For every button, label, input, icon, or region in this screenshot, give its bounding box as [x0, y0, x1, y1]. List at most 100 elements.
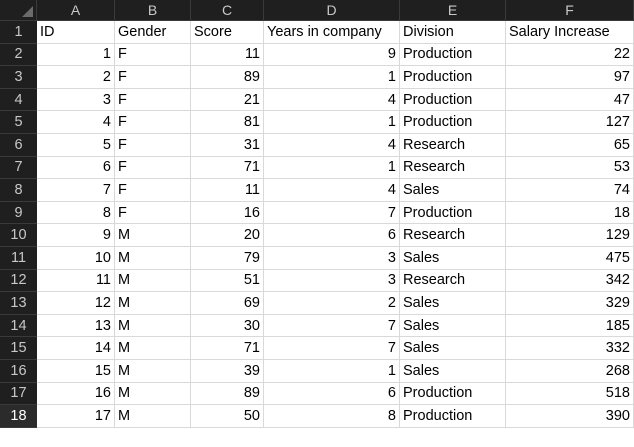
table-header-cell[interactable]: Score	[191, 21, 264, 44]
table-cell[interactable]: 6	[264, 382, 400, 406]
table-cell[interactable]: 11	[37, 269, 115, 293]
table-cell[interactable]: 4	[37, 111, 115, 134]
row-header-14[interactable]: 14	[0, 314, 37, 338]
table-cell[interactable]: 79	[191, 246, 264, 270]
table-cell[interactable]: 1	[264, 66, 400, 89]
table-cell[interactable]: Research	[400, 156, 506, 180]
table-cell[interactable]: Production	[400, 88, 506, 112]
table-cell[interactable]: 81	[191, 111, 264, 134]
table-cell[interactable]: 1	[264, 359, 400, 383]
table-cell[interactable]: 14	[37, 337, 115, 360]
column-header-b[interactable]: B	[115, 0, 191, 21]
table-cell[interactable]: 6	[37, 156, 115, 180]
row-header-6[interactable]: 6	[0, 133, 37, 157]
row-header-12[interactable]: 12	[0, 269, 37, 293]
table-cell[interactable]: 127	[506, 111, 634, 134]
table-cell[interactable]: 22	[506, 43, 634, 67]
row-header-18[interactable]: 18	[0, 405, 37, 428]
table-cell[interactable]: 4	[264, 88, 400, 112]
table-cell[interactable]: M	[115, 359, 191, 383]
table-cell[interactable]: Production	[400, 382, 506, 406]
table-header-cell[interactable]: Division	[400, 21, 506, 44]
table-cell[interactable]: 3	[264, 269, 400, 293]
table-cell[interactable]: M	[115, 382, 191, 406]
table-cell[interactable]: M	[115, 246, 191, 270]
table-cell[interactable]: 20	[191, 224, 264, 247]
table-cell[interactable]: 74	[506, 179, 634, 202]
table-cell[interactable]: 13	[37, 314, 115, 338]
table-cell[interactable]: 65	[506, 133, 634, 157]
table-cell[interactable]: 7	[264, 337, 400, 360]
row-header-13[interactable]: 13	[0, 292, 37, 315]
table-cell[interactable]: F	[115, 111, 191, 134]
table-cell[interactable]: F	[115, 133, 191, 157]
table-cell[interactable]: M	[115, 292, 191, 315]
table-cell[interactable]: F	[115, 66, 191, 89]
table-cell[interactable]: 390	[506, 405, 634, 428]
table-cell[interactable]: 342	[506, 269, 634, 293]
row-header-4[interactable]: 4	[0, 88, 37, 112]
table-cell[interactable]: 7	[37, 179, 115, 202]
table-cell[interactable]: 6	[264, 224, 400, 247]
table-cell[interactable]: Sales	[400, 337, 506, 360]
table-cell[interactable]: 16	[37, 382, 115, 406]
table-cell[interactable]: 69	[191, 292, 264, 315]
table-cell[interactable]: 2	[264, 292, 400, 315]
table-cell[interactable]: 16	[191, 201, 264, 225]
table-cell[interactable]: 1	[264, 156, 400, 180]
table-cell[interactable]: 5	[37, 133, 115, 157]
row-header-16[interactable]: 16	[0, 359, 37, 383]
table-cell[interactable]: 475	[506, 246, 634, 270]
table-header-cell[interactable]: Salary Increase	[506, 21, 634, 44]
column-header-a[interactable]: A	[37, 0, 115, 21]
table-cell[interactable]: Sales	[400, 359, 506, 383]
table-cell[interactable]: Production	[400, 43, 506, 67]
table-cell[interactable]: F	[115, 156, 191, 180]
table-cell[interactable]: 10	[37, 246, 115, 270]
table-cell[interactable]: Research	[400, 224, 506, 247]
table-cell[interactable]: 7	[264, 201, 400, 225]
table-cell[interactable]: 53	[506, 156, 634, 180]
table-cell[interactable]: F	[115, 179, 191, 202]
table-header-cell[interactable]: Years in company	[264, 21, 400, 44]
table-cell[interactable]: 11	[191, 179, 264, 202]
table-cell[interactable]: 71	[191, 337, 264, 360]
row-header-7[interactable]: 7	[0, 156, 37, 180]
table-header-cell[interactable]: Gender	[115, 21, 191, 44]
row-header-15[interactable]: 15	[0, 337, 37, 360]
table-cell[interactable]: 9	[264, 43, 400, 67]
row-header-9[interactable]: 9	[0, 201, 37, 225]
table-cell[interactable]: 97	[506, 66, 634, 89]
table-cell[interactable]: 268	[506, 359, 634, 383]
table-cell[interactable]: M	[115, 224, 191, 247]
table-cell[interactable]: 4	[264, 133, 400, 157]
table-cell[interactable]: Research	[400, 269, 506, 293]
table-cell[interactable]: F	[115, 88, 191, 112]
column-header-e[interactable]: E	[400, 0, 506, 21]
table-cell[interactable]: 12	[37, 292, 115, 315]
table-cell[interactable]: 1	[37, 43, 115, 67]
table-cell[interactable]: Sales	[400, 314, 506, 338]
table-cell[interactable]: 17	[37, 405, 115, 428]
row-header-2[interactable]: 2	[0, 43, 37, 67]
table-cell[interactable]: 332	[506, 337, 634, 360]
row-header-1[interactable]: 1	[0, 21, 37, 44]
table-cell[interactable]: 39	[191, 359, 264, 383]
table-cell[interactable]: 7	[264, 314, 400, 338]
table-cell[interactable]: 30	[191, 314, 264, 338]
table-cell[interactable]: M	[115, 314, 191, 338]
table-cell[interactable]: 329	[506, 292, 634, 315]
table-cell[interactable]: F	[115, 201, 191, 225]
table-cell[interactable]: 518	[506, 382, 634, 406]
row-header-5[interactable]: 5	[0, 111, 37, 134]
table-cell[interactable]: 15	[37, 359, 115, 383]
table-cell[interactable]: Research	[400, 133, 506, 157]
row-header-11[interactable]: 11	[0, 246, 37, 270]
table-cell[interactable]: 4	[264, 179, 400, 202]
table-cell[interactable]: Production	[400, 111, 506, 134]
table-cell[interactable]: M	[115, 269, 191, 293]
table-cell[interactable]: 129	[506, 224, 634, 247]
table-cell[interactable]: Production	[400, 201, 506, 225]
table-cell[interactable]: Sales	[400, 179, 506, 202]
table-cell[interactable]: 89	[191, 66, 264, 89]
